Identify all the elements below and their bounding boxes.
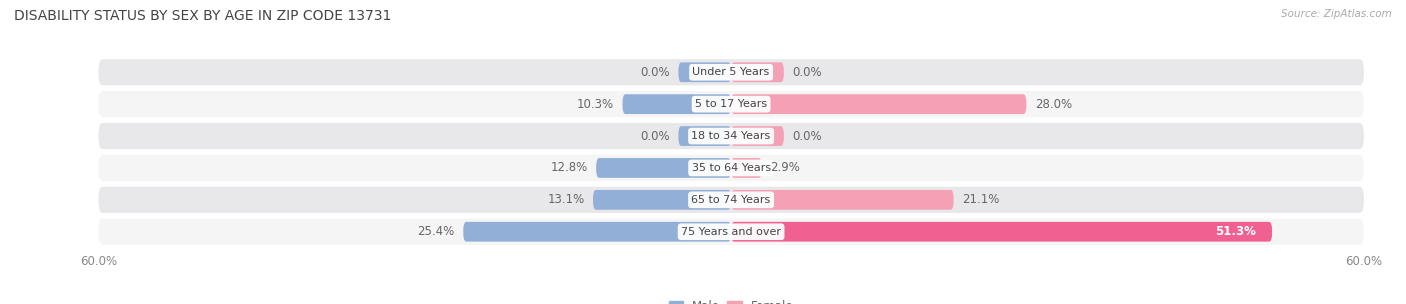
Text: 13.1%: 13.1%: [547, 193, 585, 206]
Text: Under 5 Years: Under 5 Years: [693, 67, 769, 77]
FancyBboxPatch shape: [596, 158, 731, 178]
Text: DISABILITY STATUS BY SEX BY AGE IN ZIP CODE 13731: DISABILITY STATUS BY SEX BY AGE IN ZIP C…: [14, 9, 391, 23]
FancyBboxPatch shape: [678, 62, 731, 82]
FancyBboxPatch shape: [593, 190, 731, 210]
Text: 0.0%: 0.0%: [792, 66, 823, 79]
FancyBboxPatch shape: [731, 126, 785, 146]
Text: 18 to 34 Years: 18 to 34 Years: [692, 131, 770, 141]
FancyBboxPatch shape: [731, 190, 953, 210]
FancyBboxPatch shape: [731, 158, 762, 178]
FancyBboxPatch shape: [98, 91, 1364, 117]
Text: 2.9%: 2.9%: [770, 161, 800, 174]
FancyBboxPatch shape: [98, 187, 1364, 213]
Text: 5 to 17 Years: 5 to 17 Years: [695, 99, 768, 109]
Text: 10.3%: 10.3%: [576, 98, 614, 111]
Text: 65 to 74 Years: 65 to 74 Years: [692, 195, 770, 205]
Text: 25.4%: 25.4%: [418, 225, 454, 238]
Text: Source: ZipAtlas.com: Source: ZipAtlas.com: [1281, 9, 1392, 19]
Text: 12.8%: 12.8%: [551, 161, 588, 174]
Text: 35 to 64 Years: 35 to 64 Years: [692, 163, 770, 173]
Legend: Male, Female: Male, Female: [664, 295, 799, 304]
FancyBboxPatch shape: [731, 94, 1026, 114]
Text: 21.1%: 21.1%: [962, 193, 1000, 206]
FancyBboxPatch shape: [98, 219, 1364, 245]
FancyBboxPatch shape: [98, 123, 1364, 149]
FancyBboxPatch shape: [731, 62, 785, 82]
Text: 75 Years and over: 75 Years and over: [681, 227, 782, 237]
Text: 51.3%: 51.3%: [1215, 225, 1256, 238]
Text: 0.0%: 0.0%: [792, 130, 823, 143]
Text: 0.0%: 0.0%: [640, 66, 669, 79]
FancyBboxPatch shape: [98, 59, 1364, 85]
FancyBboxPatch shape: [98, 155, 1364, 181]
FancyBboxPatch shape: [463, 222, 731, 242]
FancyBboxPatch shape: [623, 94, 731, 114]
Text: 28.0%: 28.0%: [1035, 98, 1071, 111]
Text: 0.0%: 0.0%: [640, 130, 669, 143]
FancyBboxPatch shape: [678, 126, 731, 146]
FancyBboxPatch shape: [731, 222, 1272, 242]
